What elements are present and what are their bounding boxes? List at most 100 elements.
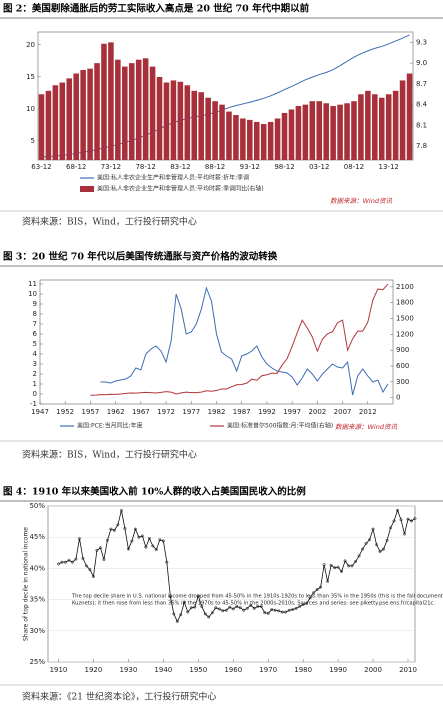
plot-frame (47, 505, 416, 663)
point-marker (154, 548, 158, 552)
bar (219, 104, 225, 160)
y2-tick-label: 1500 (396, 315, 414, 323)
point-marker (354, 560, 358, 563)
point-marker (361, 547, 365, 551)
point-marker (109, 527, 113, 531)
x-tick-label: 08-12 (344, 163, 364, 171)
bar (156, 76, 163, 160)
point-marker (74, 557, 78, 561)
bar (274, 118, 281, 160)
point-marker (67, 558, 71, 562)
x-tick-label: 1940 (154, 666, 172, 674)
point-marker (336, 565, 340, 569)
x-tick-label: 73-12 (101, 163, 121, 171)
y2-tick-label: 2100 (396, 283, 414, 291)
x-tick-label: 2002 (308, 408, 326, 416)
point-marker (84, 564, 88, 568)
y-tick-label: 3 (33, 360, 37, 368)
point-marker (105, 538, 109, 542)
bar (198, 92, 204, 160)
point-marker (123, 527, 127, 530)
point-marker (88, 568, 92, 572)
point-marker (207, 615, 211, 619)
y2-tick-label: 600 (396, 362, 409, 370)
point-marker (64, 560, 67, 564)
x-tick-label: 1972 (157, 408, 175, 416)
point-marker (340, 570, 344, 573)
watermark: 数据来源：Wind资讯 (330, 197, 392, 205)
point-marker (78, 536, 81, 540)
legend-label: 美国:私人非农企业生产和非管理人员:平均时薪:季调同比(右轴) (97, 185, 264, 193)
y-tick-label: 0 (33, 390, 37, 398)
x-tick-label: 93-12 (240, 163, 260, 171)
point-marker (182, 600, 186, 604)
bar (337, 104, 343, 160)
x-tick-label: 1982 (208, 408, 226, 416)
bar (128, 63, 135, 161)
point-marker (385, 538, 389, 542)
watermark: 数据来源：Wind资讯 (335, 423, 397, 431)
x-tick-label: 1990 (329, 666, 347, 674)
x-tick-label: 1952 (56, 408, 74, 416)
bar (344, 103, 350, 160)
y-tick-label: 35% (29, 596, 45, 604)
point-marker (399, 518, 403, 522)
point-marker (249, 603, 253, 607)
point-marker (189, 606, 193, 610)
point-marker (235, 605, 239, 608)
y-tick-label: 2 (33, 370, 37, 378)
point-marker (196, 594, 200, 598)
point-marker (333, 566, 337, 570)
x-tick-label: 1962 (107, 408, 125, 416)
annotation: Kuznets); it then rose from less than 35… (72, 601, 435, 607)
point-marker (403, 532, 406, 536)
bar (288, 109, 295, 160)
bar (302, 104, 309, 160)
y-tick-label: 5 (31, 137, 35, 145)
point-marker (186, 610, 190, 614)
y-tick-label: 40% (29, 564, 45, 572)
point-marker (147, 536, 151, 540)
point-marker (91, 575, 95, 578)
point-marker (60, 560, 64, 564)
point-marker (270, 608, 274, 612)
bar (52, 85, 59, 160)
bar (330, 106, 336, 160)
point-marker (228, 605, 232, 609)
y-tick-label: 50% (29, 502, 45, 510)
y2-tick-label: 8.4 (416, 101, 428, 109)
point-marker (203, 612, 207, 616)
point-marker (172, 612, 176, 616)
point-marker (368, 538, 372, 542)
bar (73, 73, 79, 160)
point-marker (284, 610, 288, 614)
point-marker (57, 562, 60, 566)
point-marker (112, 528, 116, 532)
x-tick-label: 1977 (182, 408, 200, 416)
point-marker (231, 607, 235, 611)
y-tick-label: 25% (29, 658, 45, 666)
bar (385, 94, 392, 160)
source-note: 资料来源：《21 世纪资本论》，工行投行研究中心 (22, 691, 216, 703)
x-tick-label: 1957 (82, 408, 100, 416)
y2-tick-label: 8.7 (416, 80, 427, 88)
point-marker (221, 609, 225, 613)
x-tick-label: 63-12 (31, 163, 51, 171)
bar (212, 101, 218, 160)
point-marker (102, 558, 106, 562)
bar (233, 115, 239, 160)
bar (101, 43, 107, 160)
point-marker (151, 544, 155, 548)
x-tick-label: 1930 (119, 666, 137, 674)
bar (281, 112, 288, 160)
bar (260, 124, 267, 160)
x-tick-label: 1920 (85, 666, 103, 674)
y-tick-label: 45% (29, 533, 45, 541)
figure-caption: 图 3：20 世纪 70 年代以后美国传统通胀与资产价格的波动转换 (3, 251, 278, 263)
bar (80, 70, 86, 160)
bar (135, 59, 142, 160)
legend-label: 美国:标准普尔500指数:月:平均值(右轴) (227, 422, 333, 430)
point-marker (144, 545, 148, 549)
point-marker (98, 546, 102, 550)
